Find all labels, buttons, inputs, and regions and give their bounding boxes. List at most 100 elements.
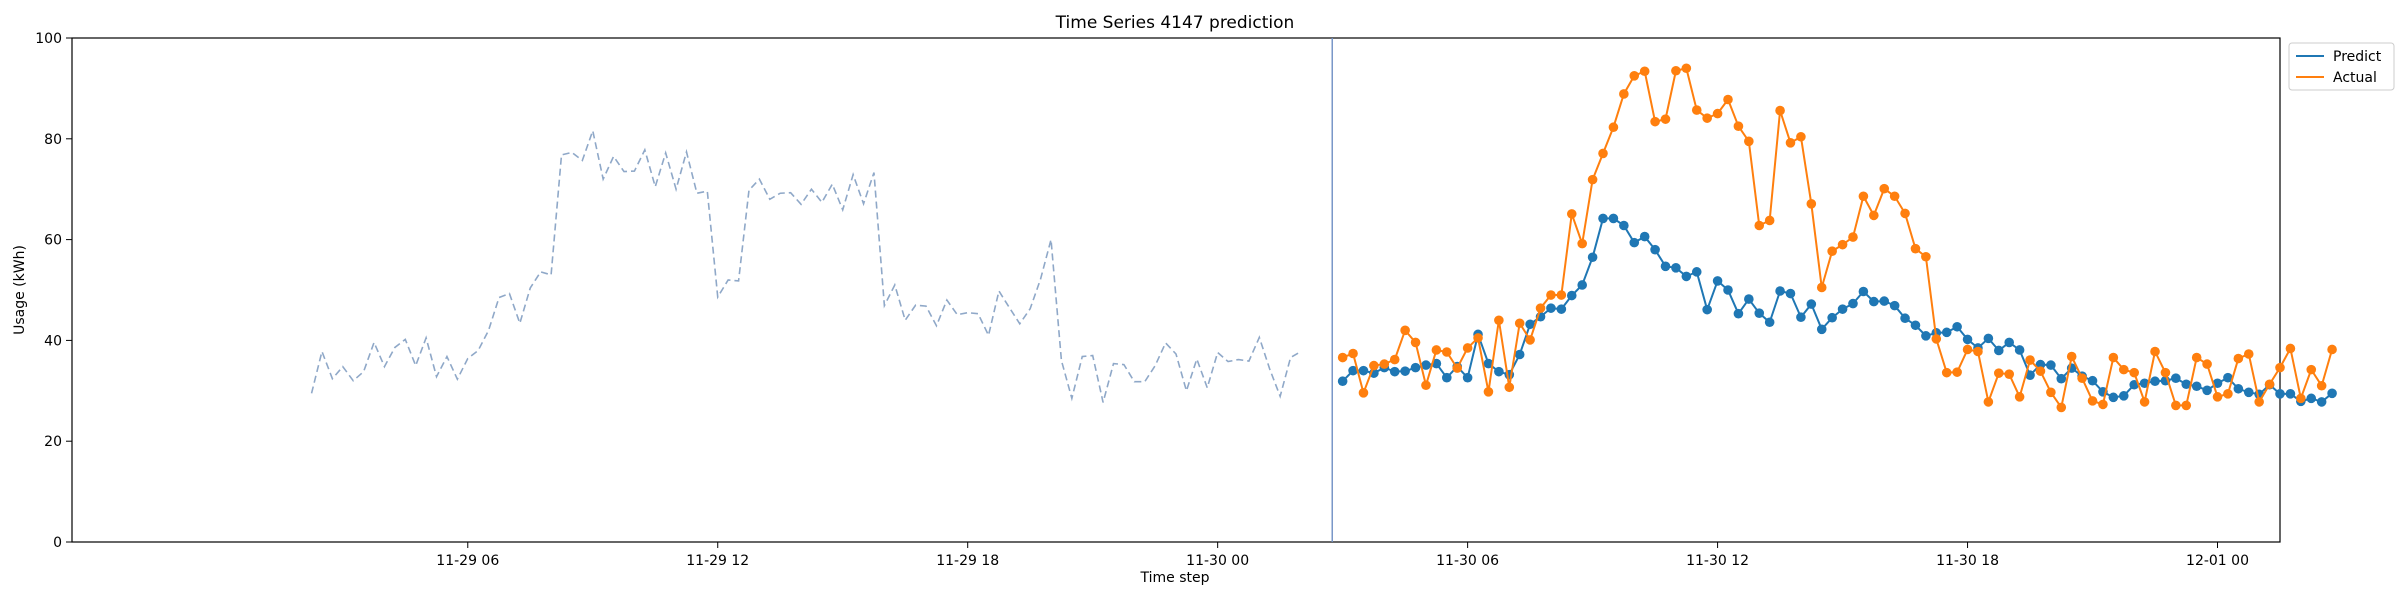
data-point-actual [1910,243,1921,254]
data-point-actual [1577,238,1587,249]
data-point-actual [2191,352,2202,363]
data-point-predict [1775,286,1785,296]
data-point-actual [2171,400,2181,411]
data-point-predict [1858,286,1869,297]
data-point-actual [1494,315,1504,326]
data-point-actual [2025,355,2035,365]
data-point-predict [2243,387,2254,398]
data-point-predict [2171,373,2181,384]
data-point-actual [2014,392,2025,402]
data-point-predict [1816,324,1827,335]
data-point-actual [2181,400,2192,411]
data-point-predict [2285,389,2296,399]
data-point-actual [1816,282,1827,293]
x-tick-label: 11-29 18 [936,553,999,569]
x-tick-label: 11-29 06 [436,553,499,569]
y-axis-label: Usage (kWh) [12,245,28,335]
data-point-actual [1462,343,1473,353]
data-point-predict [2087,375,2098,386]
data-point-predict [1619,220,1629,231]
data-point-predict [1754,308,1765,318]
data-point-predict [1577,280,1587,290]
data-point-predict [1785,288,1796,299]
data-point-predict [1910,320,1921,331]
data-point-actual [1358,388,1369,398]
data-point-actual [1452,363,1463,373]
data-point-actual [1889,191,1900,202]
data-point-actual [2233,353,2244,364]
data-point-actual [1879,183,1890,194]
data-point-predict [2181,379,2192,390]
data-point-predict [1494,366,1504,377]
data-point-predict [2233,383,2244,394]
x-axis-label: Time step [1140,570,1210,586]
data-point-predict [1837,304,1848,314]
data-point-actual [1827,246,1837,256]
data-point-actual [1473,333,1483,343]
data-point-actual [1671,65,1681,76]
data-point-predict [1566,290,1577,301]
data-point-actual [1973,346,1983,357]
data-point-actual [1587,174,1598,185]
data-point-predict [2150,376,2160,387]
data-point-actual [1650,116,1660,127]
plot-area-frame [71,37,2281,543]
data-point-predict [1629,237,1640,248]
data-point-actual [1514,318,1525,329]
data-point-actual [1410,337,1421,348]
data-point-actual [1629,71,1640,81]
data-point-actual [1712,108,1723,119]
data-point-predict [2025,370,2035,380]
data-point-actual [1775,105,1785,116]
data-point-actual [1806,199,1817,209]
legend: Predict Actual [2288,42,2395,91]
data-point-predict [1983,333,1994,344]
data-point-actual [1608,122,1619,133]
data-point-predict [1681,271,1692,282]
data-point-predict [2306,393,2317,404]
data-point-predict [2223,372,2233,383]
legend-predict-label: Predict [2333,49,2382,65]
data-point-predict [2108,392,2119,403]
data-point-actual [2004,369,2015,379]
data-point-actual [1702,113,1712,123]
data-point-predict [1348,365,1358,376]
x-tick-label: 11-30 18 [1936,553,1999,569]
data-point-actual [1723,94,1733,105]
data-point-actual [1921,251,1931,262]
data-point-actual [1369,360,1379,371]
y-tick-label: 60 [44,233,62,249]
data-point-predict [1941,327,1952,338]
data-point-actual [2129,367,2139,378]
data-point-predict [1671,263,1681,273]
data-point-predict [1869,296,1879,307]
data-point-actual [1348,348,1358,359]
data-point-actual [2118,364,2129,375]
data-point-actual [1546,290,1556,300]
data-point-actual [1681,63,1692,74]
data-point-actual [2077,373,2087,384]
x-tick-label: 11-29 12 [686,553,749,569]
y-tick-label: 40 [44,333,62,349]
data-point-actual [2296,393,2306,404]
data-point-predict [1879,296,1890,306]
data-point-actual [2254,397,2264,407]
data-point-actual [1983,397,1994,407]
data-point-predict [1525,319,1535,330]
data-point-predict [2118,391,2129,401]
series-layer [310,63,2337,413]
data-point-predict [2327,388,2337,399]
data-point-actual [1421,380,1431,391]
data-point-actual [1858,191,1869,202]
data-point-actual [1993,368,2004,378]
y-tick-label: 0 [53,535,62,551]
data-point-actual [2046,387,2056,398]
data-point-predict [2191,381,2202,392]
data-point-actual [1619,89,1629,99]
data-point-actual [2285,343,2296,354]
data-point-predict [1587,252,1598,263]
data-point-predict [1514,349,1525,360]
data-point-predict [1952,321,1962,332]
x-axis: 11-29 06 11-29 12 11-29 18 11-30 00 11-30 06… [436,542,2249,569]
